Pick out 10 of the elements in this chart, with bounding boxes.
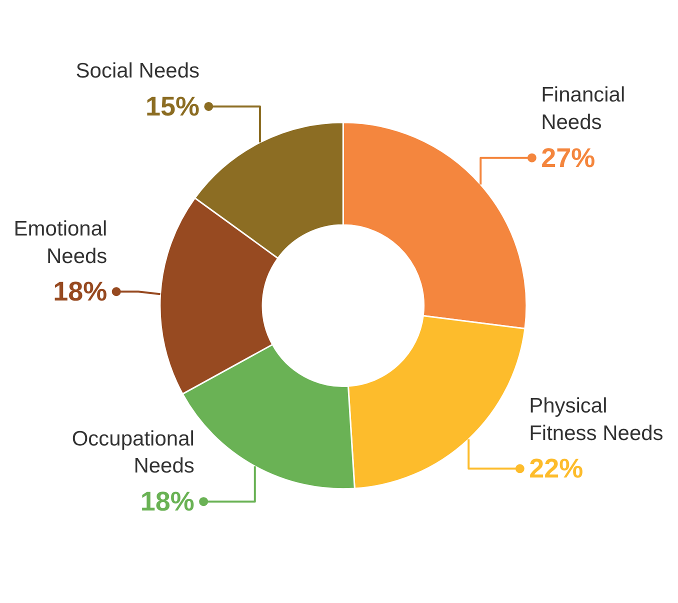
data-label: 18% [140, 486, 194, 517]
data-label: 27% [541, 142, 596, 173]
data-label: 15% [145, 91, 200, 122]
slice-label: Physical Fitness Needs [529, 394, 664, 445]
data-label: 18% [53, 276, 108, 307]
slice-label: Social Needs [76, 60, 200, 83]
slice-label: Financial Needs [541, 84, 626, 134]
slice-label: Emotional Needs [14, 217, 108, 268]
slice-label: Occupational Needs [72, 427, 194, 478]
data-label: 22% [529, 454, 584, 484]
